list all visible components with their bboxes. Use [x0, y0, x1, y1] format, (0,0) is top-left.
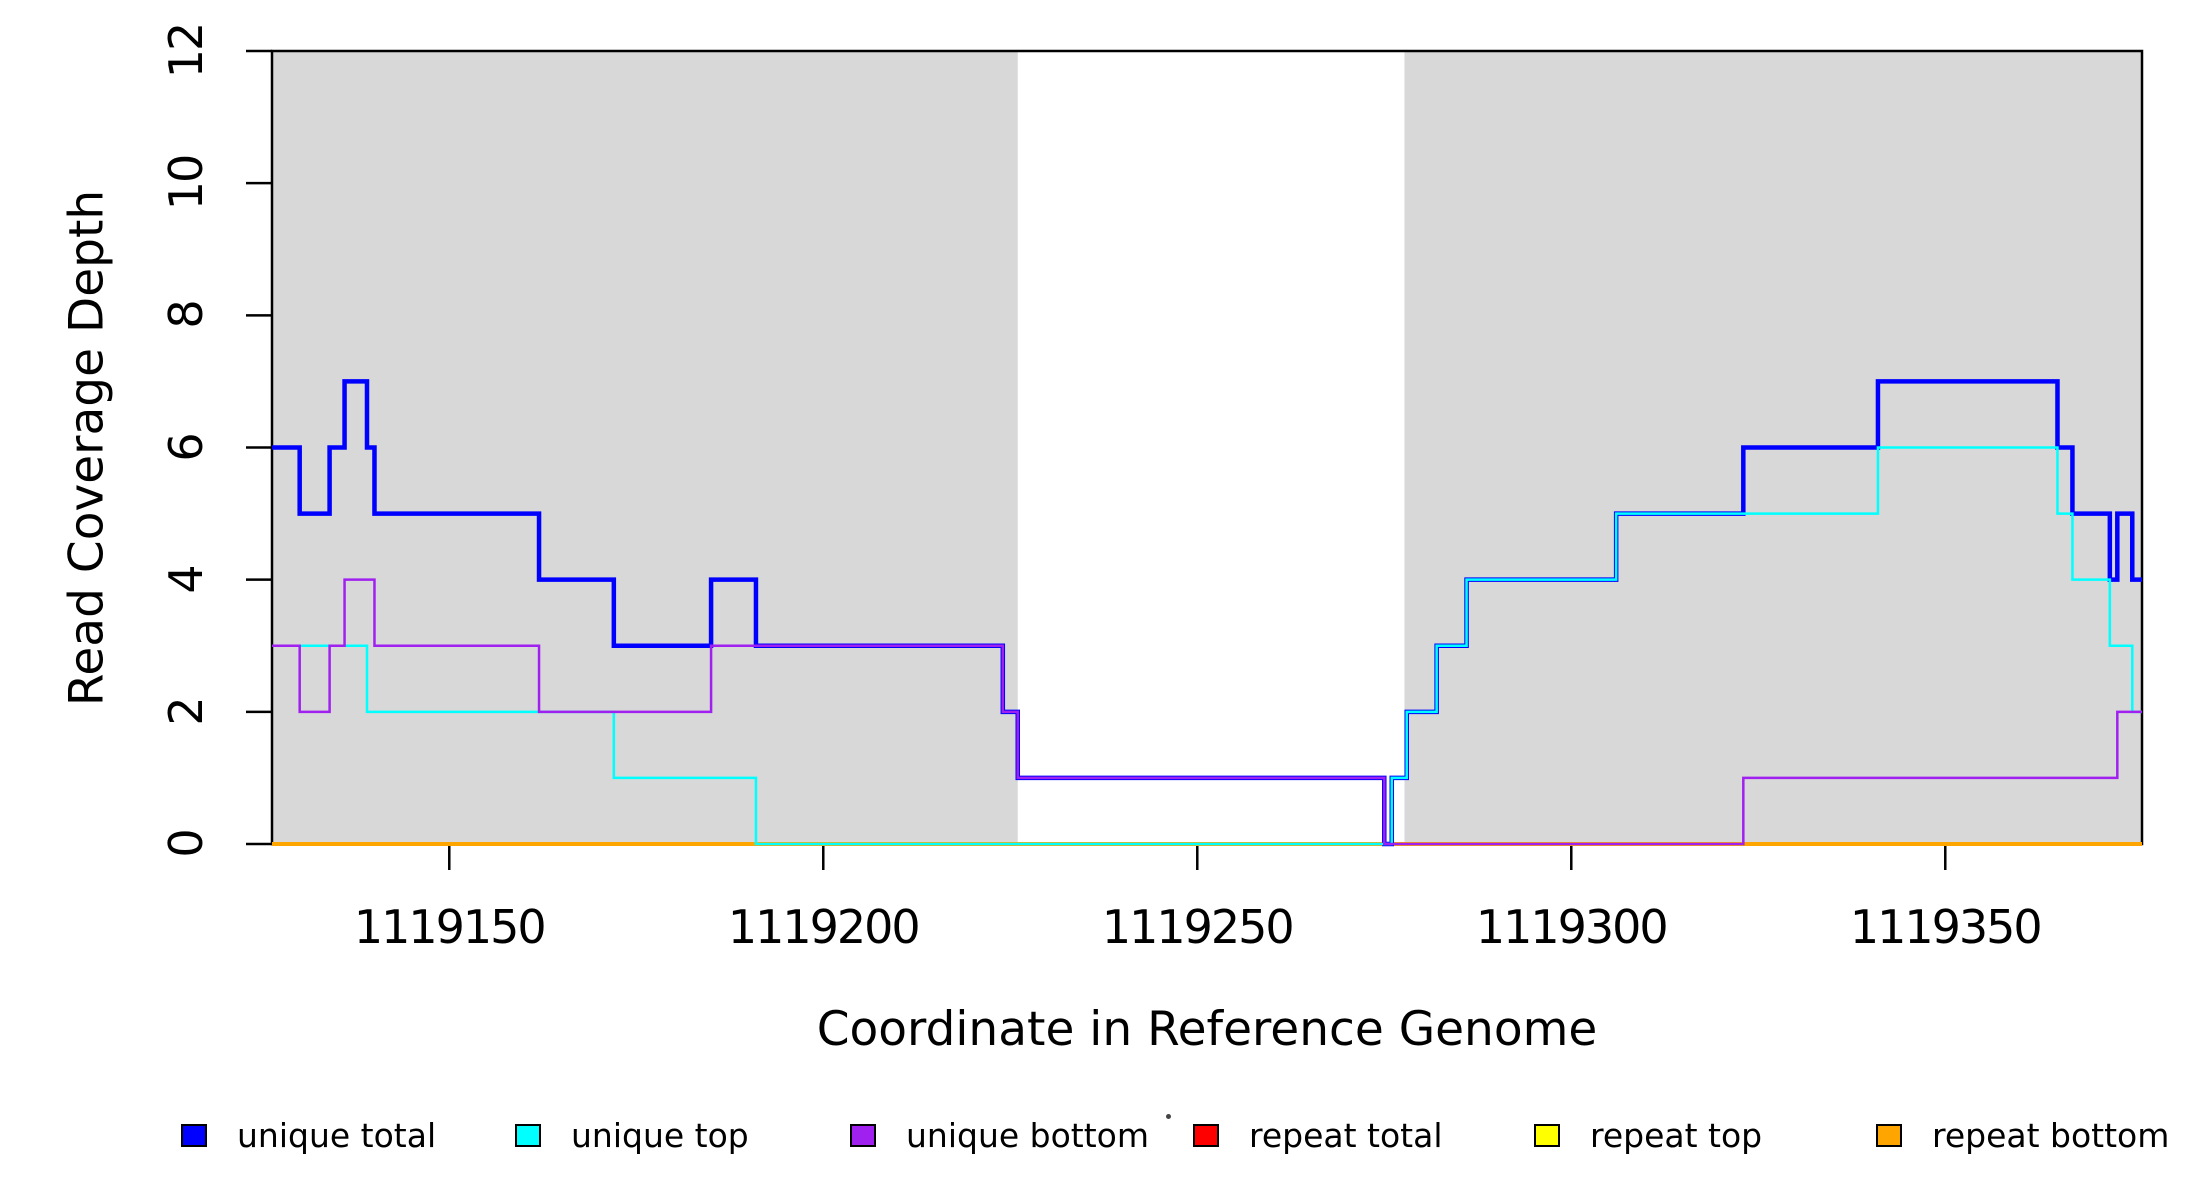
legend-item-unique-top: unique top: [515, 1115, 749, 1155]
y-tick-label: 2: [159, 698, 213, 726]
x-tick-label: 1119250: [1101, 900, 1295, 954]
y-tick-label: 0: [159, 830, 213, 858]
x-tick-label: 1119150: [353, 900, 547, 954]
y-axis-title: Read Coverage Depth: [59, 189, 115, 707]
series-unique-top: [272, 446, 2142, 846]
legend-label: unique bottom: [906, 1115, 1150, 1155]
legend-label: repeat top: [1590, 1115, 1763, 1155]
x-tick-label: 1119350: [1849, 900, 2043, 954]
x-axis-title: Coordinate in Reference Genome: [816, 1002, 1598, 1057]
y-tick-label: 10: [159, 155, 213, 211]
legend-label: unique top: [571, 1115, 749, 1155]
unique-bottom-swatch-icon: [850, 1123, 876, 1147]
shaded-region: [272, 51, 1018, 844]
legend-item-repeat-bottom: repeat bottom: [1876, 1115, 2170, 1155]
y-tick-label: 6: [159, 433, 213, 462]
repeat-total-swatch-icon: [1193, 1123, 1219, 1147]
legend-label: repeat total: [1249, 1115, 1443, 1155]
legend-item-unique-bottom: unique bottom: [850, 1115, 1150, 1155]
legend-label: repeat bottom: [1932, 1115, 2170, 1155]
x-tick-label: 1119200: [727, 900, 921, 954]
y-tick-label: 4: [159, 566, 213, 594]
legend-item-repeat-total: repeat total: [1193, 1115, 1443, 1155]
legend-item-unique-total: unique total: [181, 1115, 437, 1155]
legend-label: unique total: [237, 1115, 437, 1155]
repeat-bottom-swatch-icon: [1876, 1123, 1902, 1147]
legend-item-repeat-top: repeat top: [1534, 1115, 1763, 1155]
repeat-top-swatch-icon: [1534, 1123, 1560, 1147]
unique-total-swatch-icon: [181, 1123, 207, 1147]
unique-top-swatch-icon: [515, 1123, 541, 1147]
x-tick-label: 1119300: [1475, 900, 1669, 954]
y-tick-label: 8: [159, 301, 213, 329]
y-tick-label: 12: [159, 23, 213, 79]
series-unique-bottom: [272, 578, 2142, 846]
stray-dot: [1166, 1114, 1171, 1119]
